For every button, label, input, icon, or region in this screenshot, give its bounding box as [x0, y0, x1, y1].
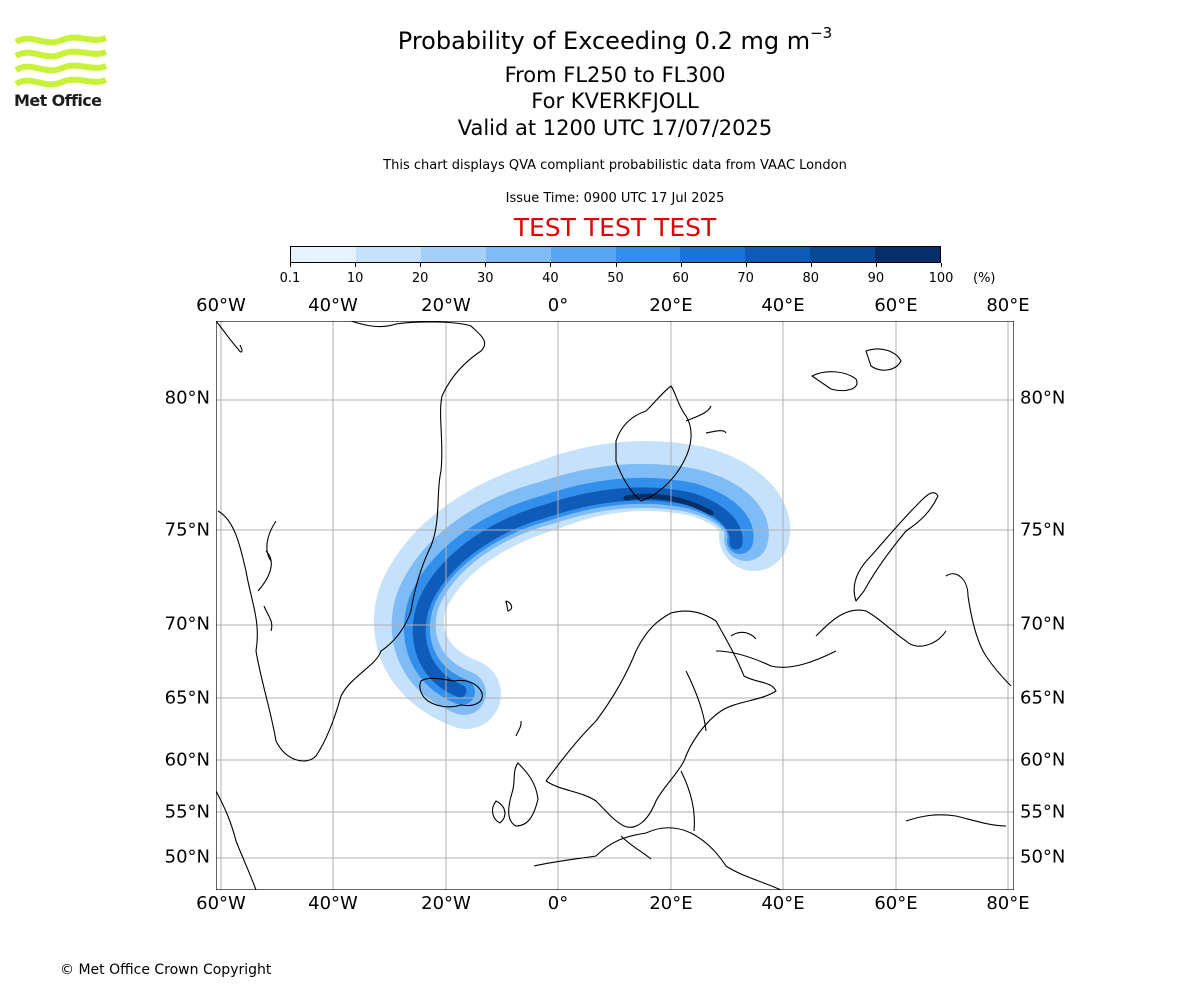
colorbar-tick [810, 263, 812, 267]
colorbar-tick-label: 40 [542, 271, 559, 286]
latitude-label: 75°N [1020, 519, 1066, 541]
latitude-label: 50°N [164, 846, 210, 868]
colorbar-tick [875, 263, 877, 267]
colorbar-segment [550, 247, 616, 262]
coast-svalbard [615, 385, 692, 502]
longitude-label: 40°W [308, 893, 358, 914]
longitude-label: 40°E [761, 893, 805, 914]
copyright: © Met Office Crown Copyright [60, 962, 272, 978]
plume-core [412, 487, 743, 698]
map-gridlines [216, 321, 1014, 890]
colorbar-tick-label: 90 [867, 271, 885, 286]
longitude-label: 20°W [421, 893, 471, 914]
longitude-label: 60°E [874, 295, 918, 316]
colorbar-tick-label: 20 [411, 271, 429, 286]
colorbar-segment [420, 247, 486, 262]
colorbar-segment [291, 247, 356, 262]
colorbar-segment [810, 247, 876, 262]
colorbar-tick [941, 263, 942, 267]
test-banner: TEST TEST TEST [513, 213, 717, 242]
colorbar-segment [680, 247, 746, 262]
flight-level-range: From FL250 to FL300 [504, 63, 726, 87]
colorbar-tick [550, 263, 552, 267]
latitude-label: 80°N [1020, 387, 1066, 409]
coast-greenland [217, 321, 486, 762]
longitude-label: 60°E [874, 893, 918, 914]
colorbar-segment [485, 247, 551, 262]
longitude-label: 20°W [421, 295, 471, 316]
longitude-label: 80°E [986, 893, 1030, 914]
met-office-logo [14, 34, 108, 88]
coastlines [216, 321, 1012, 890]
coast-novaya-zemlya [853, 492, 939, 602]
colorbar-tick-label: 50 [607, 271, 624, 286]
longitude-label: 20°E [649, 893, 693, 914]
latitude-label: 70°N [1020, 613, 1066, 635]
longitude-label: 60°W [196, 295, 246, 316]
longitude-label: 20°E [649, 295, 693, 316]
latitude-label: 60°N [164, 749, 210, 771]
colorbar-tick [745, 263, 747, 267]
latitude-label: 65°N [1020, 687, 1066, 709]
colorbar-tick-label: 30 [477, 271, 494, 286]
colorbar-tick-label: 70 [737, 271, 754, 286]
longitude-label: 80°E [986, 295, 1030, 316]
colorbar-tick-label: 80 [802, 271, 820, 286]
longitude-label: 40°E [761, 295, 805, 316]
colorbar-tick [680, 263, 682, 267]
colorbar-segment [615, 247, 681, 262]
probability-map [216, 321, 1014, 890]
colorbar-tick-label: 60 [672, 271, 689, 286]
latitude-label: 55°N [1020, 801, 1066, 823]
coast-labrador [216, 790, 257, 890]
coast-russia-north [815, 609, 947, 647]
coast-scandinavia [545, 610, 777, 828]
latitude-label: 75°N [164, 519, 210, 541]
met-office-logo-text: Met Office [14, 91, 102, 110]
latitude-label: 60°N [1020, 749, 1066, 771]
coast-iceland [419, 677, 483, 708]
colorbar-segment [875, 247, 941, 262]
colorbar-tick [615, 263, 617, 267]
colorbar-tick-label: 100 [928, 271, 954, 286]
qva-subtitle: This chart displays QVA compliant probab… [383, 158, 847, 173]
longitude-label: 60°W [196, 893, 246, 914]
colorbar-tick-label: 10 [346, 271, 364, 286]
longitude-label: 0° [547, 295, 569, 316]
colorbar-segment [745, 247, 811, 262]
colorbar-tick [290, 263, 291, 267]
latitude-label: 55°N [164, 801, 210, 823]
colorbar-tick [355, 263, 357, 267]
longitude-label: 0° [547, 893, 569, 914]
plume-peak [623, 493, 714, 516]
colorbar-segment [355, 247, 421, 262]
latitude-label: 50°N [1020, 846, 1066, 868]
coast-continental-europe [533, 827, 782, 890]
longitude-label: 40°W [308, 295, 358, 316]
valid-time: Valid at 1200 UTC 17/07/2025 [457, 116, 773, 140]
volcano-name: For KVERKFJOLL [531, 89, 699, 113]
colorbar-units: (%) [973, 271, 996, 286]
probability-colorbar [290, 246, 941, 263]
latitude-label: 80°N [164, 387, 210, 409]
colorbar-tick [485, 263, 487, 267]
coast-british-isles [508, 762, 539, 827]
latitude-label: 65°N [164, 687, 210, 709]
chart-title: Probability of Exceeding 0.2 mg m−3 [397, 24, 833, 55]
issue-time: Issue Time: 0900 UTC 17 Jul 2025 [505, 191, 725, 206]
colorbar-tick [420, 263, 422, 267]
colorbar-tick-label: 0.1 [279, 271, 301, 286]
latitude-label: 70°N [164, 613, 210, 635]
